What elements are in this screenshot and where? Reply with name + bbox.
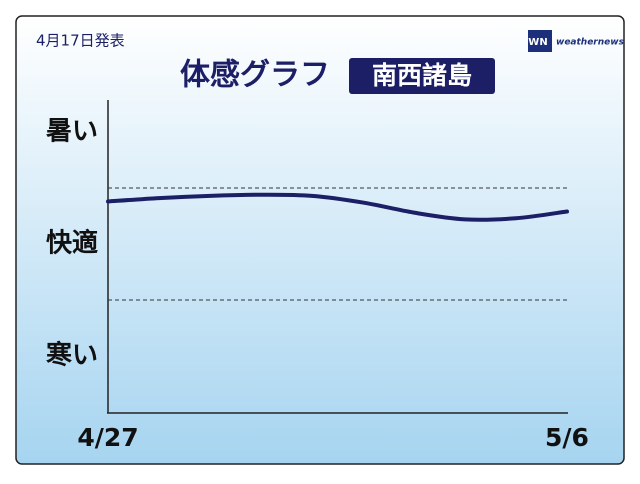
brand: weathernews [556,38,625,48]
y-tick-label: 快適 [46,228,98,259]
svg-text:WN: WN [528,37,547,48]
region: 南西諸島 [372,61,472,90]
x-tick-label: 4/27 [77,423,138,452]
y-tick-label: 寒い [46,340,98,371]
chart-title: 体感グラフ [180,58,330,93]
region-badge [349,58,495,94]
date-note: 4月17日発表 [36,32,125,50]
x-tick-label: 5/6 [545,423,589,452]
logo: WN weathernews [528,30,625,52]
panel [15,15,625,465]
y-tick-label: 暑い [46,117,98,147]
feel-line [106,192,569,222]
